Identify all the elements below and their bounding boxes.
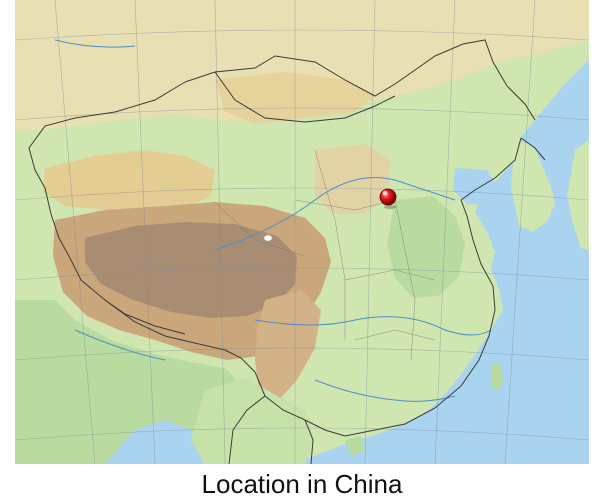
bohai-sea xyxy=(453,168,499,204)
province-borders xyxy=(214,149,436,361)
indian-lowland xyxy=(15,300,245,464)
tarim-basin xyxy=(43,150,215,212)
northern-upland xyxy=(15,0,589,132)
country-borders xyxy=(28,39,546,464)
bay-of-bengal xyxy=(105,420,205,464)
hainan xyxy=(345,436,365,456)
sichuan-mountains xyxy=(255,290,321,402)
loess-plateau xyxy=(315,144,391,214)
map-caption: Location in China xyxy=(201,469,403,499)
red-pin-icon[interactable] xyxy=(379,188,397,206)
map-viewport[interactable] xyxy=(15,0,589,464)
location-pin[interactable] xyxy=(379,188,397,209)
taiwan xyxy=(491,362,503,392)
lake-marker xyxy=(263,234,273,242)
graticule xyxy=(15,0,589,464)
indochina xyxy=(191,378,315,464)
rivers xyxy=(54,39,492,402)
korean-peninsula xyxy=(511,140,555,232)
relief-map xyxy=(15,0,589,464)
japan xyxy=(567,140,589,250)
